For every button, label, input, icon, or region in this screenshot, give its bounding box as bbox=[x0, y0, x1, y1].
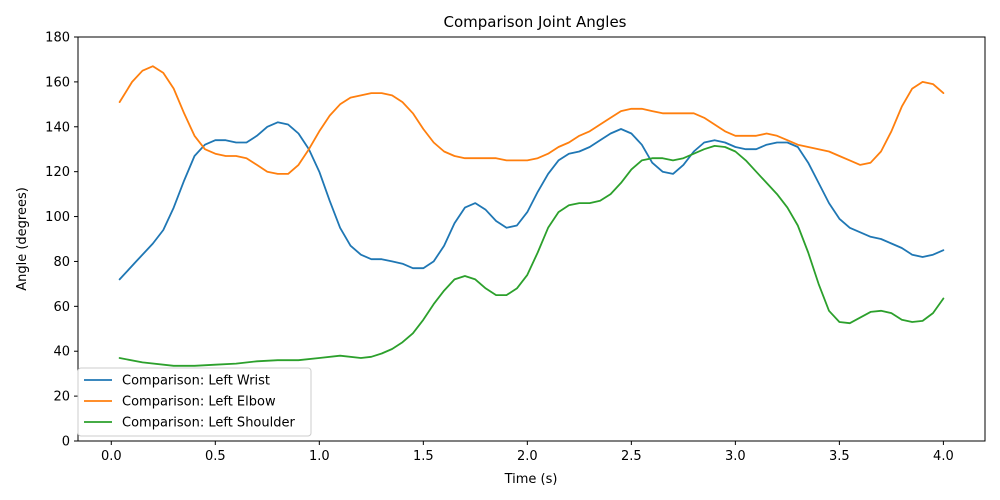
series-lines bbox=[118, 65, 945, 367]
x-tick-label: 1.0 bbox=[309, 449, 330, 464]
legend: Comparison: Left Wrist Comparison: Left E… bbox=[77, 367, 312, 437]
y-tick-label: 20 bbox=[53, 390, 70, 405]
legend-entry: Comparison: Left Wrist bbox=[122, 374, 270, 389]
y-tick-label: 180 bbox=[45, 31, 70, 46]
x-tick-label: 2.0 bbox=[517, 449, 538, 464]
series-line-3 bbox=[118, 144, 945, 367]
x-tick-label: 0.5 bbox=[205, 449, 226, 464]
x-tick-label: 1.5 bbox=[413, 449, 434, 464]
chart-title: Comparison Joint Angles bbox=[443, 13, 626, 31]
x-axis-label: Time (s) bbox=[504, 472, 558, 487]
legend-box bbox=[77, 367, 312, 437]
x-tick-label: 3.0 bbox=[725, 449, 746, 464]
y-tick-label: 40 bbox=[53, 345, 70, 360]
y-tick-label: 80 bbox=[53, 255, 70, 270]
x-tick-label: 3.5 bbox=[829, 449, 850, 464]
x-tick-label: 2.5 bbox=[621, 449, 642, 464]
series-line-1 bbox=[118, 121, 945, 281]
y-tick-label: 60 bbox=[53, 300, 70, 315]
x-tick-label: 0.0 bbox=[101, 449, 122, 464]
x-tick-label: 4.0 bbox=[933, 449, 954, 464]
legend-entry: Comparison: Left Elbow bbox=[122, 395, 276, 410]
y-tick-label: 0 bbox=[62, 435, 70, 450]
series-line-2 bbox=[118, 65, 945, 175]
y-tick-label: 120 bbox=[45, 165, 70, 180]
plot-area-frame bbox=[77, 36, 986, 442]
y-tick-label: 160 bbox=[45, 75, 70, 90]
y-axis-label: Angle (degrees) bbox=[15, 187, 30, 291]
y-tick-label: 140 bbox=[45, 120, 70, 135]
y-axis: 0 20 40 60 80 100 120 140 160 180 bbox=[45, 31, 78, 450]
x-axis: 0.0 0.5 1.0 1.5 2.0 2.5 3.0 3.5 4.0 bbox=[101, 441, 954, 464]
y-tick-label: 100 bbox=[45, 210, 70, 225]
legend-entry: Comparison: Left Shoulder bbox=[122, 416, 295, 431]
